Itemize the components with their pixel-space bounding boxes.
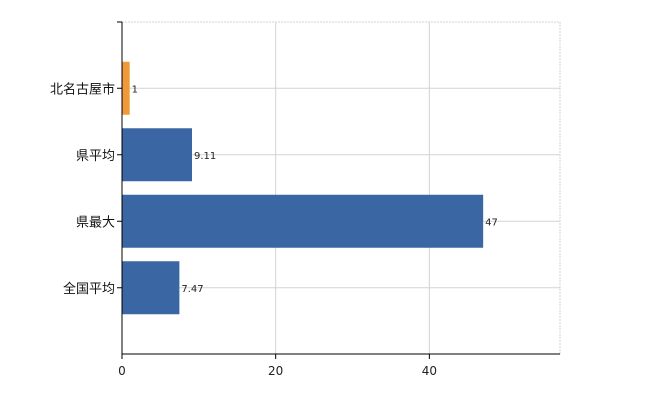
- data-label: 9.11: [194, 151, 216, 162]
- bar-2: [122, 128, 193, 182]
- x-tick-label: 0: [118, 364, 126, 378]
- bar-4: [122, 261, 180, 315]
- data-label: 7.47: [181, 284, 203, 295]
- category-label: 県最大: [76, 215, 115, 230]
- axes: [117, 21, 560, 359]
- category-label: 全国平均: [63, 281, 115, 297]
- category-label: 県平均: [76, 149, 115, 164]
- data-label: 47: [485, 217, 498, 228]
- bar-3: [122, 194, 484, 248]
- x-tick-label: 20: [268, 364, 283, 378]
- bars: [122, 61, 484, 315]
- category-label: 北名古屋市: [50, 81, 115, 97]
- gridlines: [122, 21, 561, 354]
- bar-1: [122, 61, 130, 115]
- x-tick-label: 40: [422, 364, 437, 378]
- data-label: 1: [132, 84, 138, 95]
